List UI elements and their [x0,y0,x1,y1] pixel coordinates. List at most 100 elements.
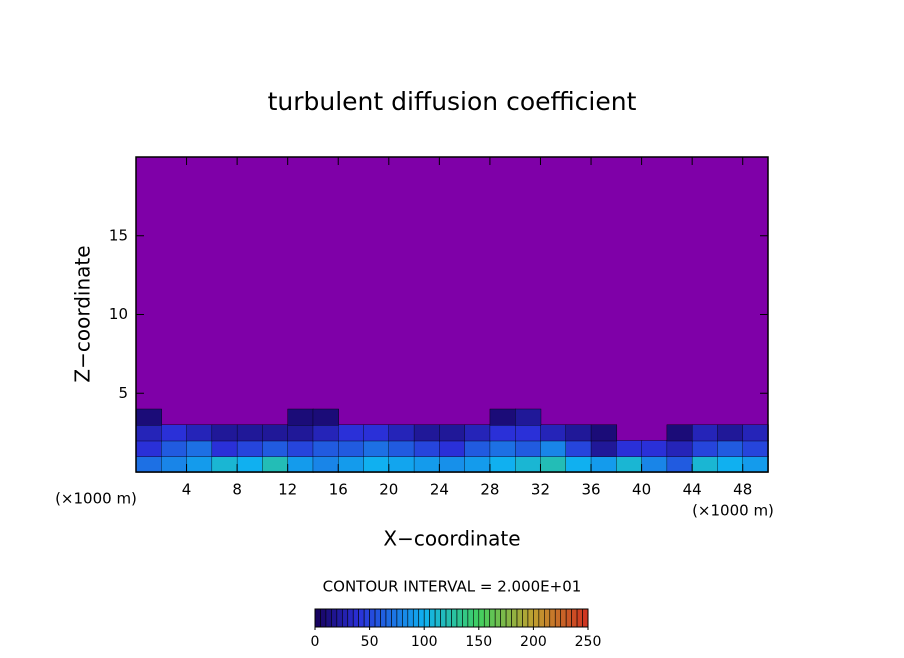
field-cell [312,456,339,473]
colorbar-swatch [576,608,583,628]
colorbar-swatch [380,608,387,628]
field-cell [717,440,744,457]
field-cell [464,424,491,442]
field-cell [464,456,491,473]
colorbar-swatch [363,608,370,628]
colorbar-swatch [549,608,556,628]
field-cell [312,408,339,426]
colorbar-swatch [429,608,436,628]
field-cell [489,456,516,473]
x-unit-label: (×1000 m) [692,502,774,520]
colorbar-tick-label: 200 [520,634,547,650]
field-cell [338,456,365,473]
colorbar-swatch [571,608,578,628]
colorbar-swatch [352,608,359,628]
field-cell [236,456,264,473]
x-tick-label: 20 [379,481,398,499]
colorbar-swatch [582,608,589,628]
x-tick-label: 44 [683,481,702,499]
field-cell [413,424,441,442]
colorbar-swatch [494,608,501,628]
field-cell [338,440,365,457]
field-cell [691,456,719,473]
y-axis-label: Z−coordinate [71,245,95,382]
colorbar-tick-label: 50 [361,634,379,650]
colorbar-swatch [538,608,545,628]
y-tick-label: 10 [109,305,128,323]
field-cell [338,424,365,442]
colorbar-frame [314,608,589,628]
field-cell [186,440,213,457]
colorbar-swatch [462,608,469,628]
field-cell [590,440,618,457]
x-tick-label: 4 [182,481,192,499]
field-cell [540,456,567,473]
field-cell [565,424,592,442]
colorbar-tick-label: 250 [575,634,602,650]
colorbar-swatch [500,608,507,628]
field-cell [287,424,314,442]
colorbar-swatch [331,608,338,628]
field-cell [565,456,592,473]
colorbar-swatch [320,608,327,628]
colorbar-swatch [423,608,430,628]
colorbar-swatch [527,608,534,628]
colorbar-swatch [544,608,551,628]
x-tick-label: 48 [733,481,752,499]
field-cell [742,440,769,457]
colorbar-swatch [407,608,414,628]
field-cell [464,440,491,457]
field-cell [363,424,390,442]
colorbar-swatch [483,608,491,628]
field-cell [565,440,592,457]
field-cell [717,456,744,473]
colorbar-swatch [412,608,420,628]
x-tick-label: 28 [480,481,499,499]
field-cell [666,440,693,457]
colorbar-swatch [314,608,321,628]
field-cell [515,408,542,426]
field-cell [363,456,390,473]
field-cell [262,456,289,473]
field-cell [388,440,415,457]
colorbar-swatch [391,608,398,628]
field-cell [515,424,542,442]
field-cell [489,408,516,426]
x-axis-label: X−coordinate [383,527,520,551]
colorbar-swatch [456,608,463,628]
field-cell [691,424,719,442]
colorbar-swatch [473,608,480,628]
field-cell [211,440,238,457]
field-cell [211,456,238,473]
field-cell [236,440,264,457]
colorbar-swatch [358,608,365,628]
field-cell [515,440,542,457]
field-cell [590,424,618,442]
field-cell [161,424,188,442]
field-cell [439,456,466,473]
field-cell [641,440,668,457]
colorbar-swatch [516,608,523,628]
x-tick-label: 36 [581,481,600,499]
field-cell [186,424,213,442]
colorbar-swatch [489,608,496,628]
colorbar-swatch [522,608,529,628]
field-cell [388,456,415,473]
field-cell [287,456,314,473]
field-cell [742,424,769,442]
contour-interval: CONTOUR INTERVAL = 2.000E+01 [323,578,582,596]
field-cell [363,440,390,457]
colorbar-swatch [505,608,512,628]
plot-background [136,157,768,472]
field-cell [515,456,542,473]
field-cell [641,456,668,473]
field-cell [186,456,213,473]
field-cell [616,456,643,473]
x-tick-label: 16 [329,481,348,499]
field-cell [590,456,618,473]
field-cell [161,440,188,457]
x-unit-label: (×1000 m) [55,490,137,508]
colorbar-swatch [434,608,441,628]
field-cell [236,424,264,442]
colorbar-swatch [554,608,561,628]
